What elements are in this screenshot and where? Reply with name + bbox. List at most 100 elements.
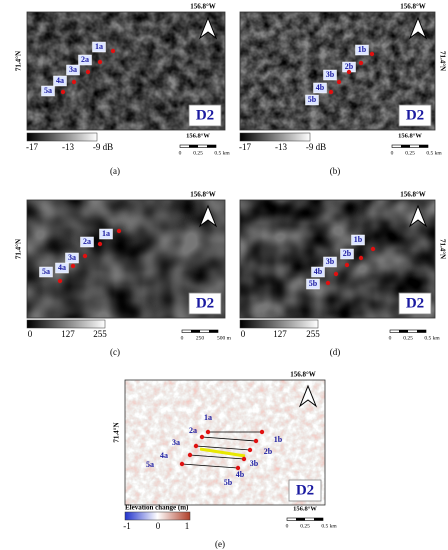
sample-point (97, 241, 103, 247)
colorbar-tick-label: -9 dB (306, 142, 326, 152)
site-box (398, 104, 432, 127)
point-label: 4b (316, 83, 325, 92)
colorbar (124, 511, 191, 521)
sample-point (370, 246, 376, 252)
scale-bar-label: 0.5 km (321, 523, 337, 529)
sample-point (325, 280, 331, 286)
scale-bar-label: 0.25 (300, 523, 310, 529)
scale-bar-segment (209, 330, 218, 333)
scale-bar-label: 0.25 (403, 335, 413, 341)
point-label-box (99, 228, 113, 240)
point-label-box (39, 266, 53, 278)
panel-caption: (a) (110, 166, 120, 176)
site-box (398, 292, 432, 315)
sample-point (259, 429, 265, 435)
sample-point (253, 438, 259, 444)
map-frame (239, 199, 436, 319)
point-label-box (313, 82, 327, 94)
scale-bar-segment (417, 330, 426, 333)
point-label: 2a (83, 237, 91, 246)
colorbar-title: Elevation change (m) (125, 504, 189, 512)
colorbar-tick-label: -17 (26, 142, 38, 152)
site-box (188, 292, 222, 315)
point-label: 2b (264, 447, 273, 456)
point-label: 1a (95, 42, 103, 51)
point-label-box (53, 75, 67, 87)
side-latitude: 71.4°N (15, 51, 23, 71)
top-longitude: 156.8°W (290, 371, 316, 379)
site-label: D2 (406, 107, 424, 123)
point-label: 4b (236, 470, 245, 479)
panel-caption: (e) (215, 539, 225, 549)
point-label: 5b (308, 95, 317, 104)
sample-point (333, 271, 339, 277)
sample-point (97, 59, 103, 65)
scale-bar-label: 0.5 km (426, 150, 442, 156)
top-longitude: 156.8°W (190, 191, 216, 199)
point-label-box (65, 252, 79, 264)
point-label: 2a (189, 426, 197, 435)
point-label: 3a (68, 253, 76, 262)
flow-arrow (199, 447, 246, 458)
point-label: 5a (42, 267, 50, 276)
sample-point (70, 263, 76, 269)
point-label-box (66, 64, 80, 76)
scale-bar-segment (191, 330, 200, 333)
point-label-box (340, 248, 354, 260)
scale-bar-segment (189, 145, 198, 148)
point-label-box (92, 41, 106, 53)
point-label-box (355, 44, 369, 56)
colorbar-tick-label: -17 (239, 142, 251, 152)
site-box (188, 104, 222, 127)
panel-caption: (d) (330, 347, 341, 357)
scale-bar-label: 0.25 (405, 150, 415, 156)
point-label: 4a (58, 263, 66, 272)
sample-point (358, 255, 364, 261)
site-label: D2 (196, 107, 214, 123)
sample-point (116, 228, 122, 234)
sample-point (346, 69, 352, 75)
north-arrow (198, 16, 218, 40)
colorbar-tick-label: 0 (28, 329, 33, 339)
scale-bar-label: 0.5 km (214, 150, 230, 156)
point-label-box (305, 94, 319, 106)
side-latitude: 71.4°N (438, 239, 446, 259)
scale-bar-label: 0.5 km (424, 335, 440, 341)
point-label: 4b (314, 267, 323, 276)
sample-point (336, 79, 342, 85)
point-label: 3a (172, 438, 180, 447)
point-label-box (311, 266, 325, 278)
colorbar-tick-label: 0 (241, 329, 246, 339)
point-label: 1b (274, 435, 283, 444)
site-label: D2 (406, 295, 424, 311)
top-longitude: 156.8°W (190, 3, 216, 11)
colorbar-tick-label: -13 (62, 142, 74, 152)
scale-bar-segment (207, 145, 216, 148)
point-label: 1b (354, 235, 363, 244)
colorbar (239, 319, 319, 329)
point-label-box (55, 262, 69, 274)
sample-point (85, 69, 91, 75)
point-label-box (80, 236, 94, 248)
colorbar (26, 132, 98, 142)
point-label: 2b (343, 249, 352, 258)
point-label-box (41, 85, 55, 97)
sample-point (199, 434, 205, 440)
scale-bar-label: 0 (286, 523, 289, 529)
sample-point (328, 89, 334, 95)
scale-bar-segment (401, 145, 410, 148)
colorbar (239, 132, 311, 142)
sample-point (358, 60, 364, 66)
top-longitude: 156.8°W (400, 191, 426, 199)
map-frame (124, 379, 326, 506)
map-frame (239, 11, 436, 131)
top-longitude: 156.8°W (400, 3, 426, 11)
point-label: 5b (309, 279, 318, 288)
point-label: 4a (160, 451, 168, 460)
point-label-box (323, 256, 337, 268)
colorbar-tick-label: 255 (93, 329, 107, 339)
colorbar-tick-label: -13 (275, 142, 287, 152)
scale-bar-label: 0.25 (193, 150, 203, 156)
colorbar-tick-label: 127 (61, 329, 75, 339)
point-label-box (306, 278, 320, 290)
